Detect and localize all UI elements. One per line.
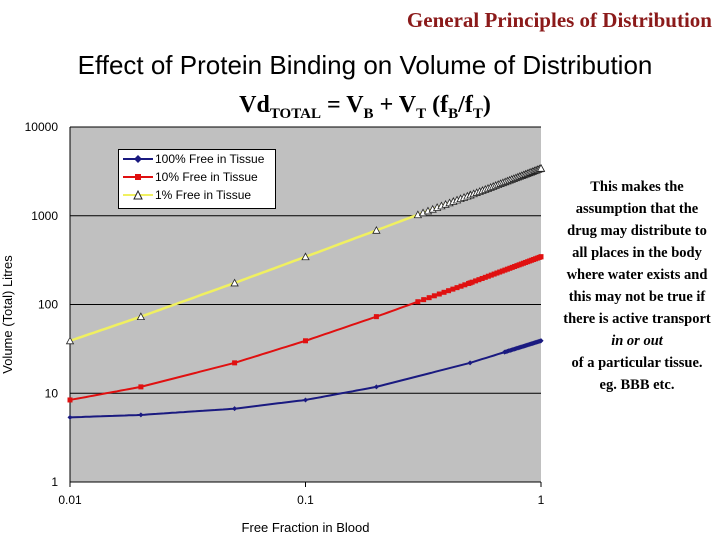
note-text-after: of a particular tissue.: [571, 355, 703, 371]
series-1-point: [138, 384, 144, 390]
eq-open: (f: [426, 92, 449, 118]
y-tick-label: 1000: [31, 209, 58, 223]
series-2-point: [372, 225, 381, 234]
legend-swatch-100: [123, 155, 153, 163]
eq-equals: = V: [320, 92, 364, 118]
assumption-note: This makes the assumption that the drug …: [562, 176, 712, 396]
series-1-point: [466, 280, 472, 286]
legend-item-1: 1% Free in Tissue: [119, 186, 275, 204]
series-1-point: [458, 283, 464, 289]
y-tick-label: 10: [45, 386, 59, 400]
legend-label-1: 1% Free in Tissue: [155, 188, 252, 202]
series-1-point: [415, 299, 421, 305]
x-tick-label: 1: [538, 493, 545, 507]
eq-b-sub: B: [363, 105, 374, 122]
series-1-point: [454, 285, 460, 291]
y-axis-label: Volume (Total) Litres: [0, 255, 15, 374]
series-1-point: [441, 289, 447, 295]
eq-slash: /f: [458, 92, 473, 118]
series-0-point: [232, 406, 238, 412]
series-1-point: [499, 268, 505, 274]
series-1-point: [469, 279, 475, 285]
x-axis-label: Free Fraction in Blood: [242, 520, 370, 535]
series-1-point: [373, 314, 379, 320]
series-2-point: [230, 278, 239, 287]
eq-lhs: Vd: [239, 92, 270, 118]
series-0-point: [138, 412, 144, 418]
series-0-point: [67, 414, 73, 420]
series-1-point: [488, 272, 494, 278]
series-1-point: [476, 277, 482, 283]
series-1-point: [538, 254, 544, 260]
series-1-point: [67, 397, 73, 403]
note-text: This makes the assumption that the drug …: [563, 179, 711, 327]
series-0-point: [538, 338, 544, 344]
series-1-point: [482, 274, 488, 280]
eq-t-sub: T: [416, 105, 427, 122]
y-tick-label: 10000: [25, 120, 59, 134]
x-tick-label: 0.01: [58, 493, 82, 507]
slide-subtitle: Effect of Protein Binding on Volume of D…: [77, 50, 653, 80]
note-emphasis: in or out: [611, 333, 663, 349]
y-tick-label: 1: [51, 475, 58, 489]
legend-item-10: 10% Free in Tissue: [119, 168, 275, 186]
equation: VdTOTAL = VB + VT (fB/fT): [0, 92, 720, 123]
series-1-point: [450, 286, 456, 292]
series-1-point: [491, 271, 497, 277]
series-1-point: [232, 360, 238, 366]
eq-close: ): [482, 92, 491, 118]
series-1-point: [485, 273, 491, 279]
series-1-point: [473, 278, 479, 284]
eq-fb-sub: B: [448, 105, 459, 122]
series-1-point: [303, 338, 308, 344]
series-1-point: [436, 291, 442, 297]
series-1-point: [462, 282, 468, 288]
legend-label-100: 100% Free in Tissue: [155, 152, 265, 166]
legend-label-10: 10% Free in Tissue: [155, 170, 258, 184]
series-1-point: [479, 275, 485, 281]
series-0-point: [373, 384, 379, 390]
legend-swatch-10: [123, 174, 153, 180]
legend-item-100: 100% Free in Tissue: [119, 150, 275, 168]
eq-plus: + V: [373, 92, 417, 118]
series-0-point: [467, 360, 473, 366]
series-1-point: [431, 293, 437, 299]
series-2-point: [136, 312, 146, 321]
x-tick-label: 0.1: [297, 493, 314, 507]
series-1-point: [421, 297, 427, 303]
series-1-point: [502, 267, 508, 273]
series-1-point: [426, 295, 432, 301]
eq-lhs-sub: TOTAL: [269, 105, 321, 122]
eq-ft-sub: T: [472, 105, 483, 122]
series-0-point: [303, 397, 308, 403]
y-tick-label: 100: [38, 298, 58, 312]
series-2-point: [301, 252, 310, 261]
series-2-point: [536, 163, 546, 172]
slide-title: General Principles of Distribution: [406, 8, 712, 32]
series-1-point: [497, 269, 503, 275]
series-1-point: [446, 288, 452, 294]
legend-swatch-1: [123, 189, 153, 200]
note-example: eg. BBB etc.: [599, 377, 675, 393]
series-2-point: [65, 336, 75, 345]
chart-legend: 100% Free in Tissue 10% Free in Tissue 1…: [118, 149, 276, 209]
series-1-point: [494, 270, 500, 276]
